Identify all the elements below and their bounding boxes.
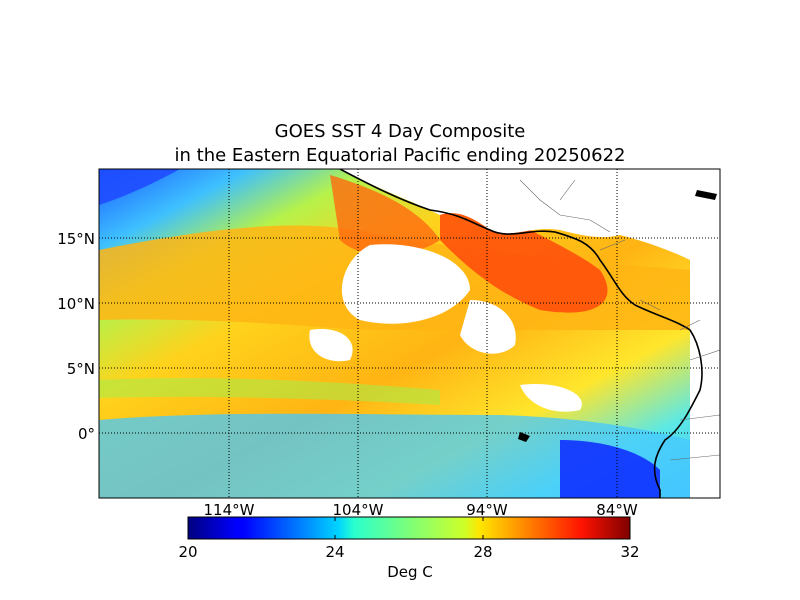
sst-field <box>99 169 720 498</box>
lat-tick-label: 15°N <box>57 230 95 248</box>
colorbar-unit-label: Deg C <box>387 563 433 581</box>
lon-tick-label: 104°W <box>333 501 384 519</box>
map-grid <box>99 169 720 498</box>
map-frame <box>98 168 721 499</box>
longitude-tick-labels: 114°W 104°W 94°W 84°W <box>204 501 638 519</box>
lat-tick-label: 0° <box>78 425 95 443</box>
lon-tick-label: 114°W <box>204 501 255 519</box>
colorbar-gradient <box>187 516 631 540</box>
colorbar: 20 24 28 32 Deg C <box>178 516 640 581</box>
colorbar-tick-label: 32 <box>620 543 639 561</box>
lat-tick-label: 10°N <box>57 295 95 313</box>
lon-tick-label: 84°W <box>596 501 638 519</box>
map-title-line-2: in the Eastern Equatorial Pacific ending… <box>174 145 626 166</box>
colorbar-tick-label: 20 <box>178 543 197 561</box>
colorbar-tick-label: 24 <box>325 543 344 561</box>
lat-tick-label: 5°N <box>67 360 95 378</box>
lon-tick-label: 94°W <box>466 501 508 519</box>
colorbar-tick-label: 28 <box>473 543 492 561</box>
map-title-line-1: GOES SST 4 Day Composite <box>274 121 526 142</box>
latitude-tick-labels: 15°N 10°N 5°N 0° <box>57 230 95 443</box>
